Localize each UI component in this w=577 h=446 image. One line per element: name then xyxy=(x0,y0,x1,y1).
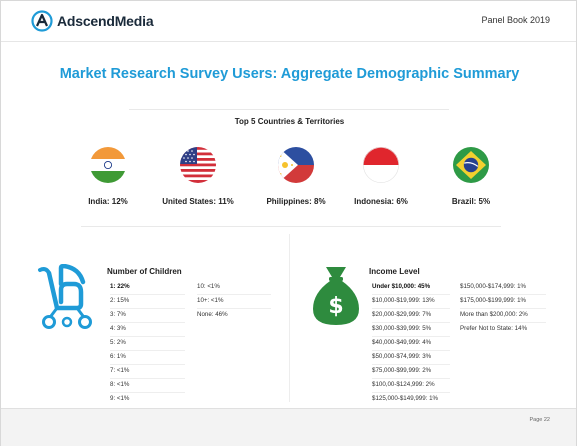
list-item: $125,000-$149,999: 1% xyxy=(372,395,439,402)
countries-heading: Top 5 Countries & Territories xyxy=(234,117,345,126)
list-item: 10: <1% xyxy=(197,281,271,295)
philippines-flag-icon xyxy=(278,147,314,183)
vertical-divider xyxy=(289,234,290,402)
list-item: 1: 22% xyxy=(110,281,185,295)
country-label: Philippines: 8% xyxy=(266,197,326,206)
divider xyxy=(129,109,449,110)
list-item: Under $10,000: 45% xyxy=(372,281,450,295)
country-label: Brazil: 5% xyxy=(451,197,491,206)
list-item: $30,000-$39,999: 5% xyxy=(372,323,450,337)
divider xyxy=(81,226,501,227)
footer xyxy=(1,408,576,446)
list-item: 8: <1% xyxy=(110,379,185,393)
income-col-1: Under $10,000: 45% $10,000-$19,999: 13% … xyxy=(372,281,450,406)
brazil-flag-icon xyxy=(453,147,489,183)
list-item: 7: <1% xyxy=(110,365,185,379)
country-brazil: Brazil: 5% xyxy=(426,147,516,206)
indonesia-flag-icon xyxy=(363,147,399,183)
india-flag-icon xyxy=(90,147,126,183)
list-item: Prefer Not to State: 14% xyxy=(460,325,528,332)
list-item: $20,000-$29,999: 7% xyxy=(372,309,450,323)
country-india: India: 12% xyxy=(63,147,153,206)
list-item: $50,000-$74,999: 3% xyxy=(372,351,450,365)
income-heading: Income Level xyxy=(369,267,420,276)
page-number: Page 22 xyxy=(529,417,551,423)
logo: AdscendMedia xyxy=(31,10,154,32)
children-col-2: 10: <1% 10+: <1% None: 46% xyxy=(197,281,271,322)
money-bag-icon: $ xyxy=(313,267,359,325)
country-label: United States: 11% xyxy=(162,197,234,206)
country-label: Indonesia: 6% xyxy=(354,197,408,206)
children-col-1: 1: 22% 2: 15% 3: 7% 4: 3% 5: 2% 6: 1% 7:… xyxy=(110,281,185,406)
brand-name: AdscendMedia xyxy=(57,13,154,29)
page-title: Market Research Survey Users: Aggregate … xyxy=(59,66,520,82)
country-philippines: Philippines: 8% xyxy=(251,147,341,206)
income-col-2: $150,000-$174,999: 1% $175,000-$199,999:… xyxy=(460,281,546,336)
list-item: 6: 1% xyxy=(110,351,185,365)
header: AdscendMedia Panel Book 2019 xyxy=(1,1,576,42)
children-heading: Number of Children xyxy=(107,267,182,276)
country-indonesia: Indonesia: 6% xyxy=(336,147,426,206)
list-item: $100,00-$124,999: 2% xyxy=(372,379,450,393)
country-usa: United States: 11% xyxy=(153,147,243,206)
list-item: 3: 7% xyxy=(110,309,185,323)
list-item: $10,000-$19,999: 13% xyxy=(372,295,450,309)
list-item: More than $200,000: 2% xyxy=(460,309,546,323)
list-item: $40,000-$49,999: 4% xyxy=(372,337,450,351)
list-item: 4: 3% xyxy=(110,323,185,337)
list-item: $150,000-$174,999: 1% xyxy=(460,281,546,295)
usa-flag-icon xyxy=(180,147,216,183)
stroller-icon xyxy=(38,264,92,329)
list-item: 5: 2% xyxy=(110,337,185,351)
panel-book-label: Panel Book 2019 xyxy=(481,15,550,25)
list-item: $75,000-$99,999: 2% xyxy=(372,365,450,379)
svg-text:$: $ xyxy=(328,294,343,319)
adscend-logo-icon xyxy=(31,10,53,32)
list-item: None: 46% xyxy=(197,311,228,318)
list-item: $175,000-$199,999: 1% xyxy=(460,295,546,309)
list-item: 9: <1% xyxy=(110,395,130,402)
list-item: 2: 15% xyxy=(110,295,185,309)
list-item: 10+: <1% xyxy=(197,295,271,309)
country-label: India: 12% xyxy=(88,197,128,206)
